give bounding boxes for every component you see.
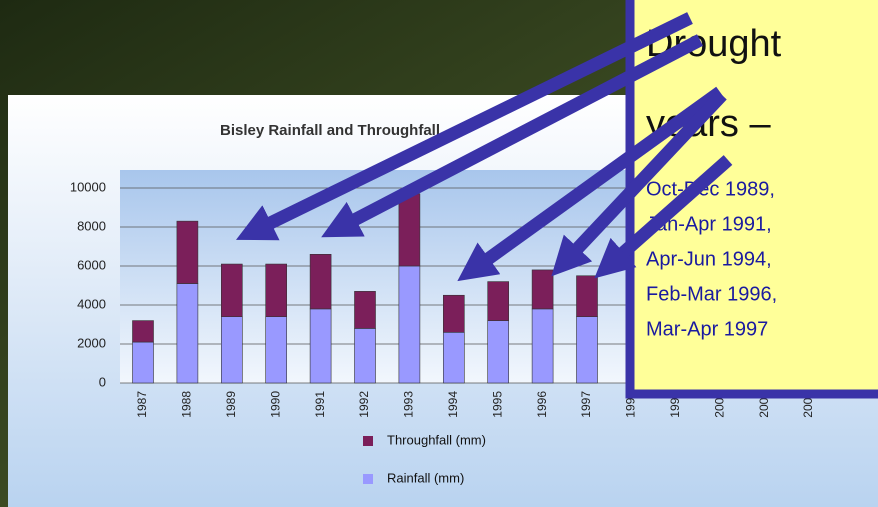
bar-segment bbox=[487, 320, 510, 384]
bar-segment bbox=[265, 263, 288, 317]
bar-segment bbox=[176, 220, 199, 284]
bar-segment bbox=[221, 263, 243, 317]
x-tick-label: 1993 bbox=[402, 391, 416, 418]
legend-swatch bbox=[363, 474, 373, 484]
chart-title: Bisley Rainfall and Throughfall bbox=[220, 122, 440, 139]
bar-segment bbox=[176, 283, 199, 384]
arrow bbox=[457, 86, 724, 282]
x-tick-label: 1996 bbox=[535, 391, 549, 418]
x-tick-label: 1989 bbox=[224, 391, 238, 418]
bar-segment bbox=[576, 316, 598, 384]
arrow bbox=[321, 34, 704, 238]
y-tick-label: 4000 bbox=[77, 296, 106, 311]
x-tick-label: 1997 bbox=[579, 391, 593, 418]
y-tick-label: 6000 bbox=[77, 257, 106, 272]
bar-segment bbox=[442, 294, 465, 333]
callout-item: Apr-Jun 1994, bbox=[646, 248, 772, 270]
callout-box bbox=[625, 0, 878, 399]
arrow bbox=[551, 90, 727, 277]
y-tick-label: 0 bbox=[99, 374, 106, 389]
callout: Drought years – Oct-Dec 1989, Jan-Apr 19… bbox=[625, 0, 878, 399]
callout-item: Feb-Mar 1996, bbox=[646, 283, 777, 305]
legend-swatch bbox=[363, 436, 373, 446]
y-tick-label: 10000 bbox=[70, 179, 106, 194]
x-tick-label: 1995 bbox=[490, 391, 504, 418]
x-tick-label: 1987 bbox=[135, 391, 149, 418]
bar-segment bbox=[221, 316, 243, 384]
bar-segment bbox=[442, 331, 465, 384]
arrow bbox=[594, 155, 733, 279]
callout-item: Jan-Apr 1991, bbox=[646, 213, 772, 235]
bar-segment bbox=[132, 320, 154, 343]
x-tick-label: 1994 bbox=[446, 391, 460, 418]
x-tick-label: 1988 bbox=[180, 391, 194, 418]
bar-segment bbox=[398, 193, 421, 267]
legend-label: Throughfall (mm) bbox=[387, 432, 486, 447]
bar-segment bbox=[398, 265, 421, 384]
bar-segment bbox=[354, 328, 376, 384]
x-tick-label: 1990 bbox=[268, 391, 282, 418]
arrow bbox=[235, 12, 693, 241]
bar-segment bbox=[265, 316, 288, 384]
y-tick-label: 8000 bbox=[77, 218, 106, 233]
legend-label: Rainfall (mm) bbox=[387, 470, 464, 485]
bar-segment bbox=[576, 275, 598, 318]
y-tick-label: 2000 bbox=[77, 335, 106, 350]
arrows bbox=[235, 12, 733, 282]
bar-segment bbox=[487, 281, 510, 321]
bar-segment bbox=[309, 254, 332, 310]
callout-item: Mar-Apr 1997 bbox=[646, 318, 768, 340]
x-tick-label: 1991 bbox=[313, 391, 327, 418]
bar-segment bbox=[531, 308, 554, 384]
x-tick-label: 1992 bbox=[357, 391, 371, 418]
bar-segment bbox=[309, 308, 332, 384]
bar-segment bbox=[531, 269, 554, 310]
bar-segment bbox=[354, 291, 376, 329]
bar-segment bbox=[132, 341, 154, 384]
callout-item: Oct-Dec 1989, bbox=[646, 178, 775, 200]
